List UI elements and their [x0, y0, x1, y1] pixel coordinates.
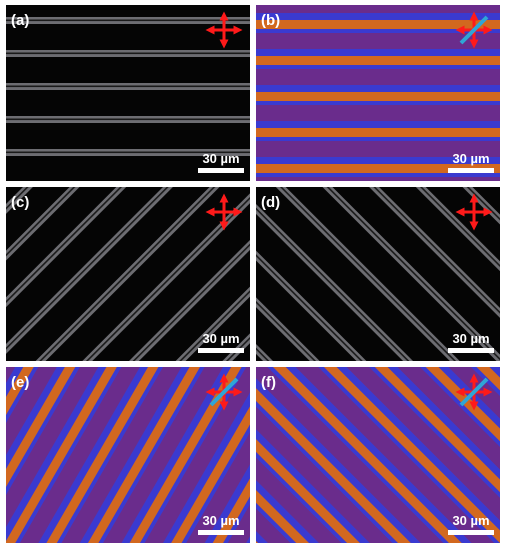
polarizer-icon: [205, 193, 243, 231]
polarizer-icon: [205, 373, 243, 411]
scale-bar: [198, 348, 244, 353]
panel: (a) 30 µm: [6, 5, 250, 181]
polarizer-icon: [455, 11, 493, 49]
polarizer-icon: [205, 11, 243, 49]
panel: (d) 30 µm: [256, 187, 500, 361]
scale-bar: [198, 530, 244, 535]
panel-label: (e): [11, 374, 29, 391]
scale-bar: [448, 348, 494, 353]
scale-bar-label: 30 µm: [452, 331, 489, 346]
panel-label: (b): [261, 12, 280, 29]
scale-bar: [448, 530, 494, 535]
panel-label: (a): [11, 12, 29, 29]
scale-bar: [198, 168, 244, 173]
scale-bar-label: 30 µm: [202, 151, 239, 166]
scale-bar-label: 30 µm: [452, 513, 489, 528]
scale-bar-label: 30 µm: [202, 513, 239, 528]
panel-label: (d): [261, 194, 280, 211]
scale-bar-label: 30 µm: [452, 151, 489, 166]
panel: (c) 30 µm: [6, 187, 250, 361]
panel: (b) 30 µm: [256, 5, 500, 181]
panel-label: (f): [261, 374, 276, 391]
panel-label: (c): [11, 194, 29, 211]
panel: (e) 30 µm: [6, 367, 250, 543]
scale-bar: [448, 168, 494, 173]
panel: (f) 30 µm: [256, 367, 500, 543]
scale-bar-label: 30 µm: [202, 331, 239, 346]
polarizer-icon: [455, 373, 493, 411]
polarizer-icon: [455, 193, 493, 231]
